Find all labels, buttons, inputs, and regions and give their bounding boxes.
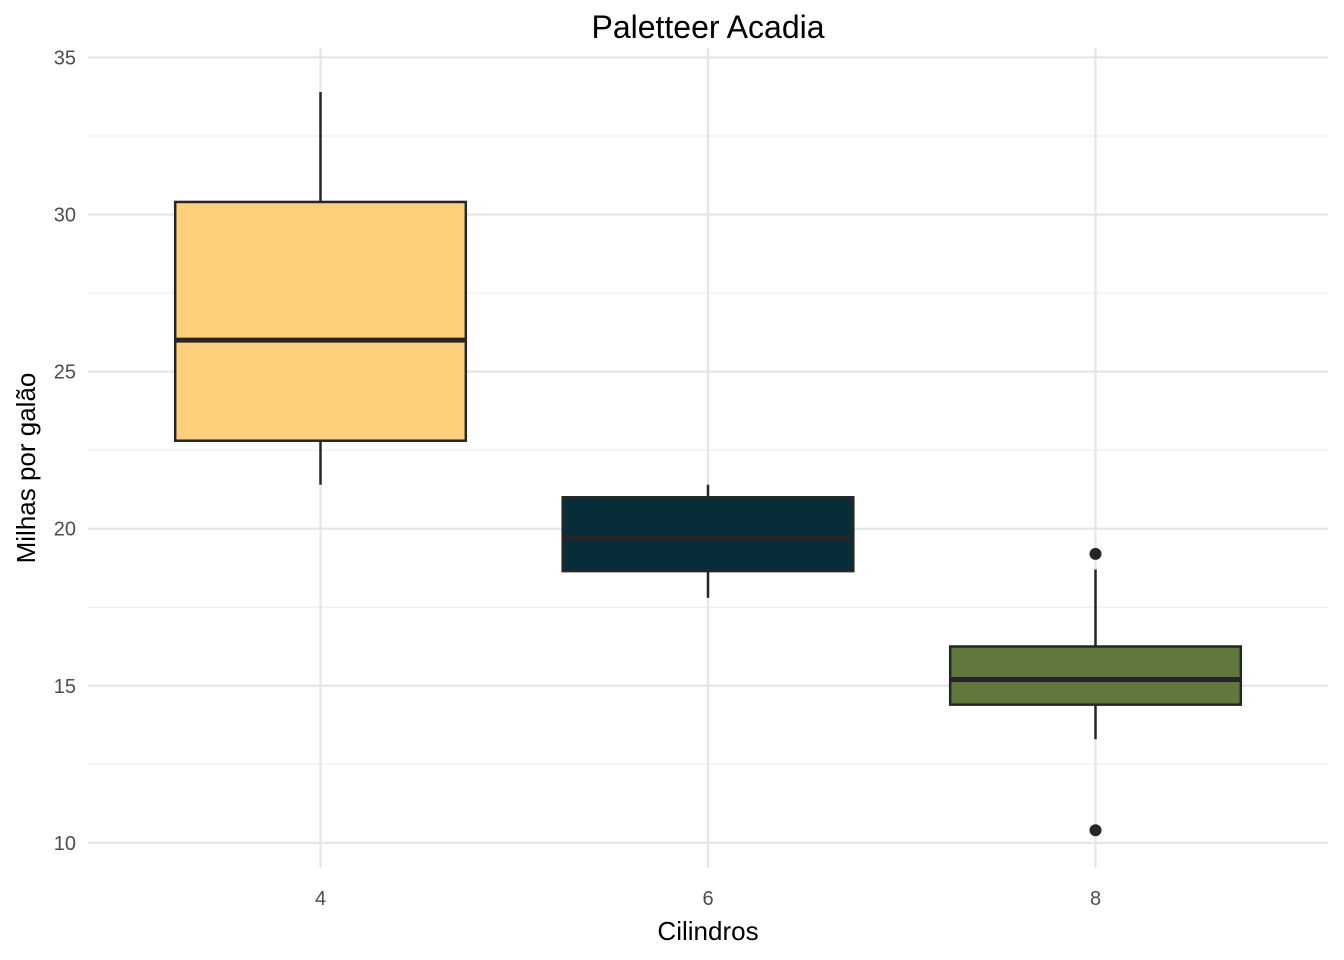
boxes <box>173 91 1243 837</box>
y-tick-label: 30 <box>54 205 76 227</box>
y-axis-title: Milhas por galão <box>11 373 41 564</box>
box-8 <box>948 645 1243 706</box>
y-tick-label: 25 <box>54 362 76 384</box>
outlier-point <box>1089 824 1102 837</box>
outlier-point <box>1089 547 1102 560</box>
box-group-6 <box>561 484 855 598</box>
grid <box>88 48 1328 868</box>
box-group-8 <box>948 547 1243 837</box>
y-axis-ticks: 10 15 20 25 30 35 <box>54 47 76 854</box>
x-tick-label: 4 <box>315 888 326 910</box>
y-tick-label: 10 <box>54 833 76 855</box>
y-tick-label: 15 <box>54 676 76 698</box>
box-6 <box>561 496 855 573</box>
x-axis-title: Cilindros <box>657 916 758 946</box>
x-axis-ticks: 4 6 8 <box>315 888 1101 910</box>
box-4 <box>173 200 468 442</box>
y-tick-label: 20 <box>54 519 76 541</box>
x-tick-label: 6 <box>702 888 713 910</box>
chart-title: Paletteer Acadia <box>591 9 824 45</box>
x-tick-label: 8 <box>1090 888 1101 910</box>
box-group-4 <box>173 91 468 485</box>
y-tick-label: 35 <box>54 47 76 69</box>
